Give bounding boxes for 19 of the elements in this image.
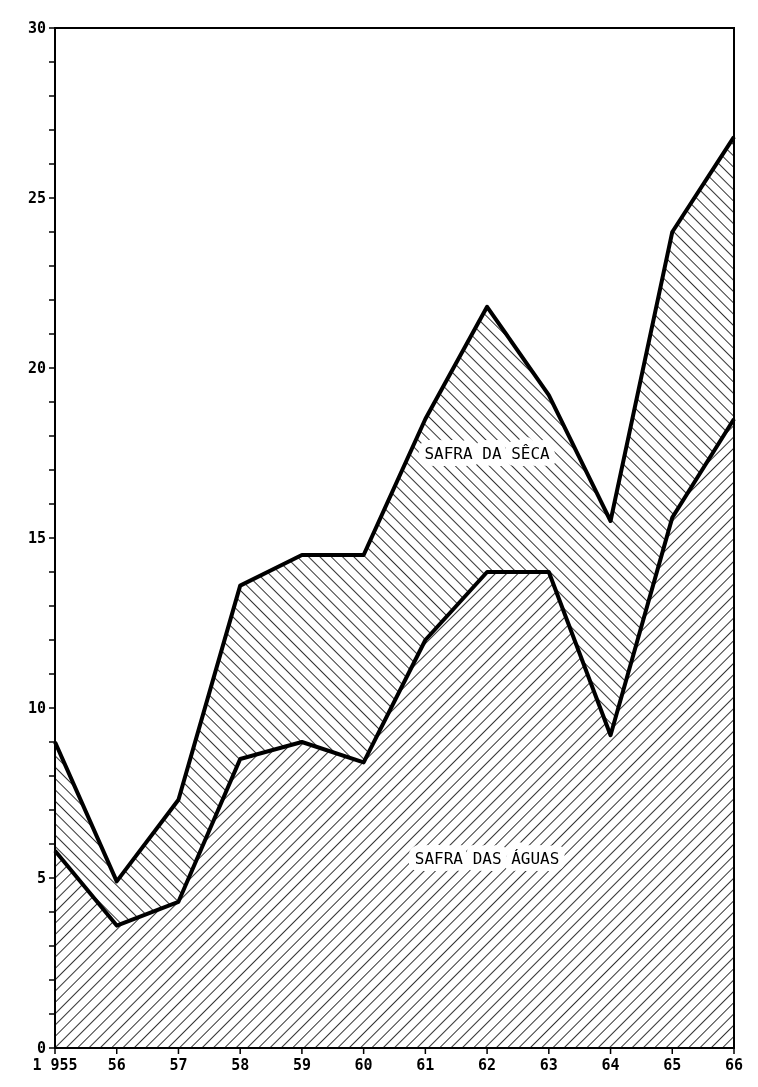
x-tick-label: 58 xyxy=(231,1056,250,1074)
y-tick-label: 10 xyxy=(27,699,46,717)
x-tick-label: 56 xyxy=(107,1056,126,1074)
x-tick-label: 61 xyxy=(416,1056,435,1074)
x-tick-label: 60 xyxy=(354,1056,373,1074)
x-tick-label: 59 xyxy=(292,1056,311,1074)
x-tick-label: 64 xyxy=(601,1056,620,1074)
y-tick-label: 20 xyxy=(27,359,46,377)
y-tick-label: 25 xyxy=(27,189,46,207)
x-tick-label: 57 xyxy=(169,1056,188,1074)
y-tick-label: 30 xyxy=(27,19,46,37)
x-tick-label: 63 xyxy=(539,1056,558,1074)
x-tick-label: 66 xyxy=(724,1056,744,1074)
y-tick-label: 0 xyxy=(36,1039,46,1057)
y-tick-label: 15 xyxy=(27,529,46,547)
x-tick-label: 65 xyxy=(663,1056,682,1074)
x-tick-label: 62 xyxy=(478,1056,497,1074)
y-tick-label: 5 xyxy=(36,869,46,887)
x-tick-label: 1 955 xyxy=(32,1056,78,1074)
